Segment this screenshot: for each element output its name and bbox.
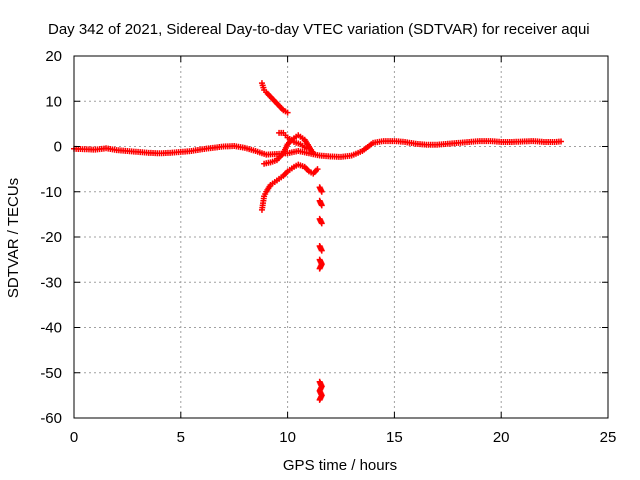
x-tick-label: 20 (493, 429, 510, 446)
y-tick-label: -40 (40, 320, 62, 337)
dropout-track-point (316, 396, 323, 403)
chart-title: Day 342 of 2021, Sidereal Day-to-day VTE… (48, 21, 590, 38)
x-tick-label: 25 (600, 429, 617, 446)
y-tick-label: -50 (40, 365, 62, 382)
y-tick-label: -30 (40, 274, 62, 291)
descending-arc-point (284, 109, 291, 116)
dropout-track-point (316, 265, 323, 272)
dropout-track-point (318, 188, 325, 195)
grid-lines (74, 56, 608, 418)
data-points (71, 80, 565, 403)
x-tick-label: 5 (177, 429, 185, 446)
y-axis-label: SDTVAR / TECUs (5, 178, 22, 298)
rising-arc-point (314, 166, 321, 173)
y-tick-label: -20 (40, 229, 62, 246)
x-tick-label: 10 (279, 429, 296, 446)
x-tick-label: 15 (386, 429, 403, 446)
upper-cluster-point (303, 145, 310, 152)
y-tick-label: -10 (40, 184, 62, 201)
axis-ticks: 0 5 10 15 20 25 20 10 0 -10 -20 -30 -40 -50 -60 (40, 48, 616, 446)
dropout-track-point (318, 220, 325, 227)
y-tick-label: 0 (54, 139, 62, 156)
x-axis-label: GPS time / hours (283, 457, 397, 474)
y-tick-label: 10 (45, 93, 62, 110)
dropout-track-point (318, 247, 325, 254)
y-tick-label: 20 (45, 48, 62, 65)
y-tick-label: -60 (40, 410, 62, 427)
dropout-track-point (318, 202, 325, 209)
x-tick-label: 0 (70, 429, 78, 446)
mid-wave-point (310, 150, 317, 157)
main-trend-point (558, 138, 565, 145)
